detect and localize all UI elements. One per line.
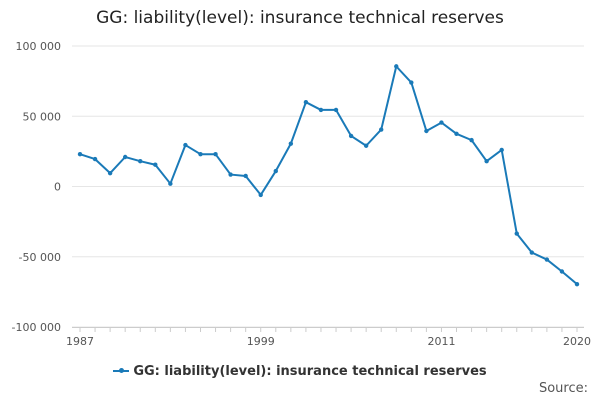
data-point: [514, 231, 519, 236]
data-point: [424, 128, 429, 134]
data-point: [258, 192, 263, 198]
data-point: [348, 133, 354, 139]
x-tick-label: 2020: [563, 335, 591, 348]
y-tick-label: 50 000: [23, 110, 62, 123]
data-point: [484, 159, 489, 164]
data-point: [454, 131, 459, 137]
data-point: [529, 250, 535, 255]
data-point: [333, 107, 339, 113]
chart-title: GG: liability(level): insurance technica…: [96, 8, 504, 28]
data-point: [544, 257, 550, 262]
x-tick-label: 1999: [247, 335, 275, 348]
x-tick-label: 1987: [66, 335, 94, 348]
data-point: [138, 159, 143, 164]
legend-swatch: [113, 368, 130, 373]
y-tick-label: -50 000: [19, 251, 61, 264]
data-point: [394, 64, 399, 69]
data-point: [122, 154, 128, 160]
y-tick-label: 0: [54, 181, 61, 194]
data-point: [318, 107, 324, 113]
data-point: [153, 162, 158, 167]
data-point: [183, 142, 188, 148]
data-point: [303, 100, 309, 105]
data-point: [228, 172, 233, 177]
data-point: [379, 127, 384, 132]
y-tick-label: 100 000: [16, 40, 62, 53]
series-line: [79, 65, 578, 285]
legend-label: GG: liability(level): insurance technica…: [133, 364, 487, 379]
data-point: [243, 173, 248, 179]
data-point: [469, 137, 474, 143]
data-point: [574, 281, 580, 287]
data-point: [439, 120, 444, 125]
y-tick-label: -100 000: [12, 321, 61, 334]
source-label: Source:: [538, 381, 588, 396]
data-point: [499, 147, 504, 153]
data-point: [559, 269, 565, 274]
data-point: [92, 156, 98, 162]
data-point: [198, 151, 203, 157]
data-point: [213, 151, 218, 157]
data-point: [409, 80, 414, 85]
legend[interactable]: GG: liability(level): insurance technica…: [0, 364, 600, 379]
data-point: [77, 151, 83, 157]
data-point: [168, 181, 173, 186]
x-tick-label: 2011: [427, 335, 455, 348]
data-point: [363, 143, 369, 148]
data-point: [288, 141, 294, 146]
data-point: [107, 170, 113, 176]
data-point: [273, 168, 278, 174]
